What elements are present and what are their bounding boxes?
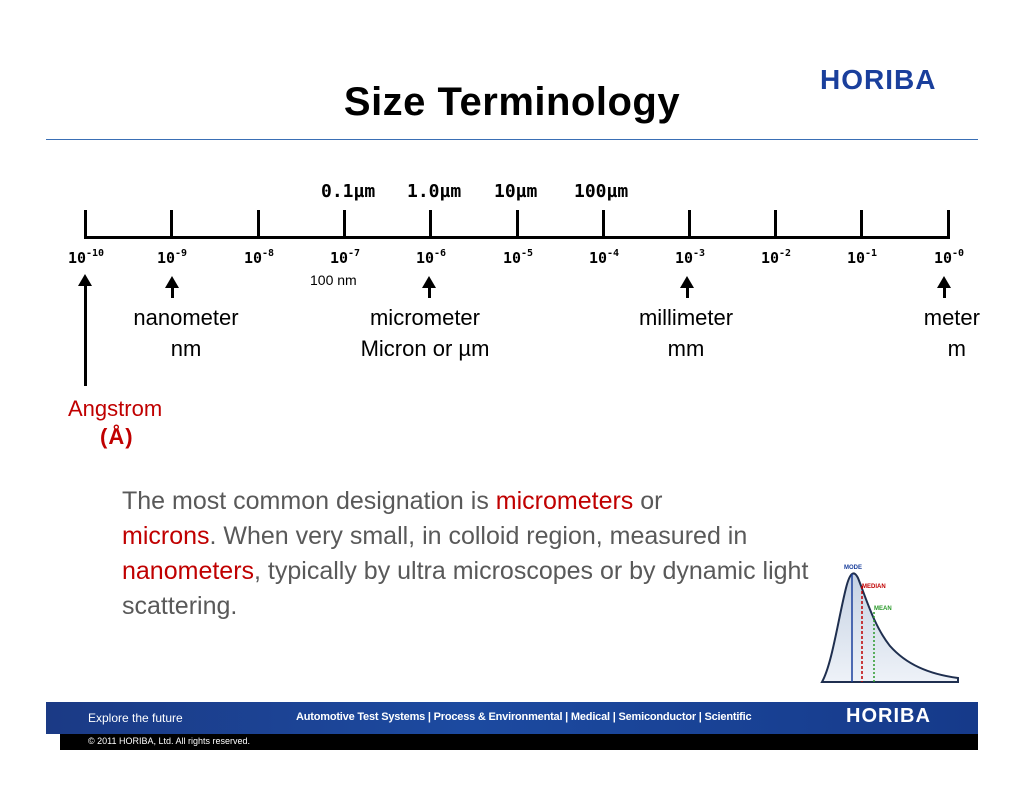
exponent-base: 10 [329, 249, 348, 267]
exponent-base: 10 [67, 249, 86, 267]
description-paragraph: The most common designation is micromete… [122, 484, 812, 624]
exponent-power: -6 [434, 248, 447, 259]
scale-tick [860, 210, 863, 238]
scale-tick [602, 210, 605, 238]
desc-text-3: . When very small, in colloid region, me… [209, 522, 748, 550]
exponent-base: 10 [588, 249, 607, 267]
label-millimeter: millimeter mm [606, 302, 766, 364]
label-millimeter-name: millimeter [638, 305, 734, 330]
micrometer-arrow-head [422, 276, 436, 288]
footer-bar [46, 702, 978, 734]
exponent-base: 10 [846, 249, 865, 267]
exponent-power: -10 [86, 248, 105, 259]
footer-horiba-logo: HORIBA [846, 705, 931, 727]
exponent-power: -9 [175, 248, 188, 259]
exponent-power: -4 [607, 248, 620, 259]
exponent-base: 10 [674, 249, 693, 267]
mean-label: MEAN [874, 606, 892, 612]
millimeter-arrow-head [680, 276, 694, 288]
label-meter: meter m [890, 302, 980, 364]
exponent-base: 10 [933, 249, 952, 267]
label-nanometer: nanometer nm [106, 302, 266, 364]
label-meter-symbol: m [947, 336, 966, 361]
label-micrometer-symbol: Micron or µm [360, 336, 490, 361]
exponent-power: -0 [952, 248, 965, 259]
unit-mark-100um: 100µm [574, 181, 629, 202]
footer-sectors: Automotive Test Systems | Process & Envi… [296, 711, 752, 723]
exponent-base: 10 [502, 249, 521, 267]
micrometer-arrow-shaft [428, 286, 431, 298]
scale-tick [170, 210, 173, 238]
millimeter-arrow-shaft [686, 286, 689, 298]
scale-exponent-label: 10-2 [736, 248, 816, 267]
scale-tick [429, 210, 432, 238]
nanometer-arrow-head [165, 276, 179, 288]
scale-exponent-label: 10-0 [909, 248, 989, 267]
unit-mark-0-1um: 0.1µm [321, 181, 376, 202]
angstrom-arrow-shaft [84, 284, 87, 386]
meter-arrow-head [937, 276, 951, 288]
exponent-base: 10 [415, 249, 434, 267]
label-micrometer: micrometer Micron or µm [340, 302, 510, 364]
scale-tick [84, 210, 87, 238]
exponent-power: -5 [521, 248, 534, 259]
label-angstrom: Angstrom [68, 396, 163, 421]
exponent-power: -1 [865, 248, 878, 259]
meter-arrow-shaft [943, 286, 946, 298]
copyright-bar [60, 734, 978, 750]
scale-tick [774, 210, 777, 238]
note-100nm: 100 nm [310, 272, 357, 288]
exponent-base: 10 [243, 249, 262, 267]
mode-label: MODE [844, 565, 862, 571]
scale-tick [688, 210, 691, 238]
scale-exponent-label: 10-9 [132, 248, 212, 267]
horiba-logo: HORIBA [820, 64, 937, 95]
unit-mark-10um: 10µm [494, 181, 538, 202]
desc-text-1: The most common designation is [122, 487, 496, 515]
label-nanometer-symbol: nm [170, 336, 202, 361]
unit-mark-1-0um: 1.0µm [407, 181, 462, 202]
exponent-power: -2 [779, 248, 792, 259]
desc-highlight-microns: microns [122, 522, 210, 550]
footer-tagline: Explore the future [88, 711, 183, 725]
scale-exponent-label: 10-4 [564, 248, 644, 267]
desc-text-4: , typically by ultra microscopes or by d… [122, 557, 809, 620]
label-nanometer-name: nanometer [133, 305, 239, 330]
desc-highlight-micrometers: micrometers [495, 487, 634, 515]
exponent-power: -7 [348, 248, 361, 259]
scale-exponent-label: 10-8 [219, 248, 299, 267]
median-label: MEDIAN [862, 584, 886, 590]
scale-exponent-label: 10-7 [305, 248, 385, 267]
angstrom-arrow-head [78, 274, 92, 286]
distribution-curve [820, 572, 959, 683]
scale-exponent-label: 10-5 [478, 248, 558, 267]
exponent-power: -8 [262, 248, 275, 259]
page-title: Size Terminology [343, 80, 681, 124]
label-meter-name: meter [923, 305, 980, 330]
label-angstrom-symbol: (Å) [100, 424, 134, 449]
size-distribution-illustration: MODE MEDIAN MEAN [820, 565, 959, 683]
scale-exponent-label: 10-1 [822, 248, 902, 267]
exponent-base: 10 [156, 249, 175, 267]
exponent-power: -3 [693, 248, 706, 259]
copyright-text: © 2011 HORIBA, Ltd. All rights reserved. [88, 736, 251, 746]
scale-tick [343, 210, 346, 238]
title-divider [46, 139, 978, 140]
scale-exponent-label: 10-10 [46, 248, 126, 267]
nanometer-arrow-shaft [171, 286, 174, 298]
desc-highlight-nanometers: nanometers [122, 557, 255, 585]
scale-exponent-label: 10-6 [391, 248, 471, 267]
scale-tick [257, 210, 260, 238]
label-millimeter-symbol: mm [667, 336, 705, 361]
scale-exponent-label: 10-3 [650, 248, 730, 267]
exponent-base: 10 [760, 249, 779, 267]
label-micrometer-name: micrometer [369, 305, 480, 330]
scale-tick [516, 210, 519, 238]
desc-text-2: or [633, 487, 663, 515]
scale-tick [947, 210, 950, 238]
